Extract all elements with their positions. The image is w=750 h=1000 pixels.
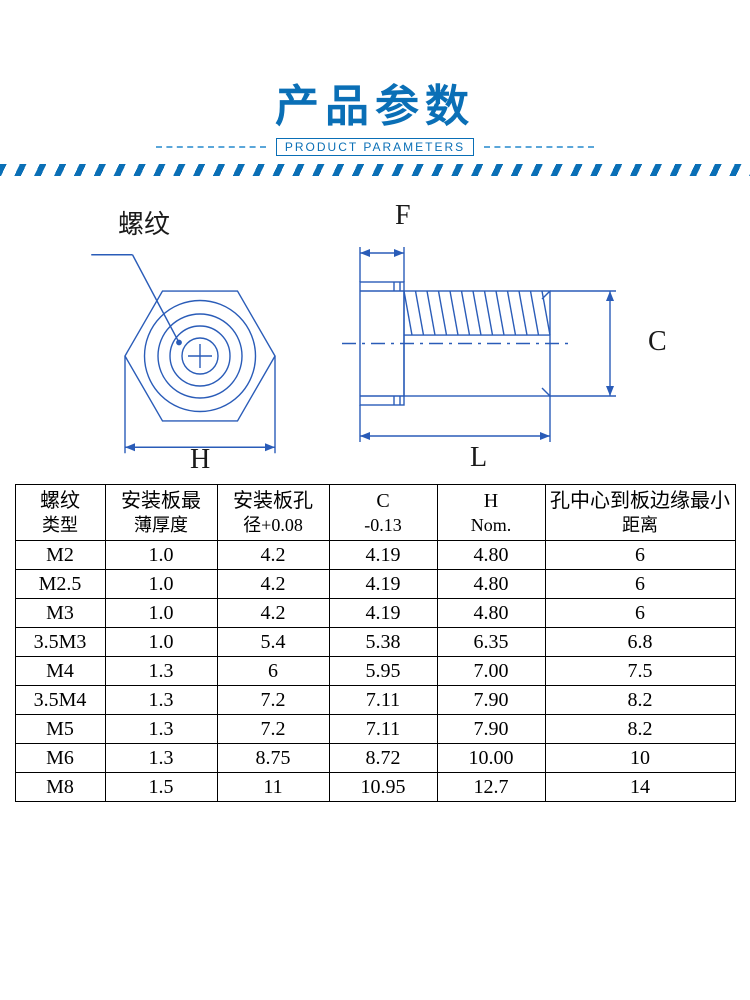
column-header: 安装板最薄厚度: [105, 485, 217, 541]
table-cell: 3.5M3: [15, 628, 105, 657]
table-cell: 4.80: [437, 570, 545, 599]
table-cell: 12.7: [437, 773, 545, 802]
label-thread: 螺纹: [118, 204, 170, 241]
table-cell: M3: [15, 599, 105, 628]
table-cell: 11: [217, 773, 329, 802]
table-cell: 7.5: [545, 657, 735, 686]
table-cell: 4.19: [329, 570, 437, 599]
table-cell: M6: [15, 744, 105, 773]
table-row: 3.5M41.37.27.117.908.2: [15, 686, 735, 715]
table-cell: 7.2: [217, 686, 329, 715]
table-cell: 7.90: [437, 715, 545, 744]
table-cell: M2.5: [15, 570, 105, 599]
table-cell: 4.2: [217, 541, 329, 570]
table-cell: M4: [15, 657, 105, 686]
column-header: C-0.13: [329, 485, 437, 541]
table-cell: 8.2: [545, 715, 735, 744]
main-title: 产品参数: [0, 70, 750, 134]
table-row: M61.38.758.7210.0010: [15, 744, 735, 773]
dash-right: [484, 146, 594, 148]
subtitle-en: PRODUCT PARAMETERS: [276, 138, 474, 156]
table-cell: 6: [545, 599, 735, 628]
table-cell: 4.19: [329, 599, 437, 628]
table-cell: 14: [545, 773, 735, 802]
table-cell: 4.2: [217, 599, 329, 628]
table-cell: 4.19: [329, 541, 437, 570]
table-cell: 7.11: [329, 686, 437, 715]
spec-table: 螺纹类型安装板最薄厚度安装板孔径+0.08C-0.13HNom.孔中心到板边缘最…: [15, 484, 736, 802]
diagram-svg: [0, 186, 750, 476]
table-cell: 10: [545, 744, 735, 773]
table-cell: 1.3: [105, 744, 217, 773]
table-cell: 1.0: [105, 541, 217, 570]
table-cell: 5.38: [329, 628, 437, 657]
table-cell: 1.3: [105, 715, 217, 744]
table-cell: 8.2: [545, 686, 735, 715]
column-header: HNom.: [437, 485, 545, 541]
column-header: 孔中心到板边缘最小距离: [545, 485, 735, 541]
table-cell: 4.80: [437, 599, 545, 628]
table-cell: 1.3: [105, 657, 217, 686]
table-cell: 6: [545, 570, 735, 599]
table-cell: 1.5: [105, 773, 217, 802]
table-cell: 1.0: [105, 570, 217, 599]
hatch-bar: [0, 164, 750, 176]
label-L: L: [470, 442, 487, 474]
table-row: M21.04.24.194.806: [15, 541, 735, 570]
table-cell: M5: [15, 715, 105, 744]
dash-left: [156, 146, 266, 148]
table-cell: 1.0: [105, 628, 217, 657]
table-row: M51.37.27.117.908.2: [15, 715, 735, 744]
table-row: M31.04.24.194.806: [15, 599, 735, 628]
table-cell: 7.00: [437, 657, 545, 686]
table-cell: 4.2: [217, 570, 329, 599]
table-cell: 6.35: [437, 628, 545, 657]
column-header: 螺纹类型: [15, 485, 105, 541]
table-cell: 8.72: [329, 744, 437, 773]
label-H: H: [190, 444, 210, 476]
table-cell: 6: [545, 541, 735, 570]
label-F: F: [395, 200, 411, 232]
table-cell: 6.8: [545, 628, 735, 657]
table-cell: 4.80: [437, 541, 545, 570]
table-cell: 8.75: [217, 744, 329, 773]
table-cell: 10.95: [329, 773, 437, 802]
table-header-row: 螺纹类型安装板最薄厚度安装板孔径+0.08C-0.13HNom.孔中心到板边缘最…: [15, 485, 735, 541]
column-header: 安装板孔径+0.08: [217, 485, 329, 541]
table-cell: 5.4: [217, 628, 329, 657]
title-block: 产品参数 PRODUCT PARAMETERS: [0, 0, 750, 176]
table-cell: 7.2: [217, 715, 329, 744]
table-cell: 1.3: [105, 686, 217, 715]
table-cell: 1.0: [105, 599, 217, 628]
table-cell: M8: [15, 773, 105, 802]
table-cell: M2: [15, 541, 105, 570]
table-row: M2.51.04.24.194.806: [15, 570, 735, 599]
table-cell: 6: [217, 657, 329, 686]
table-row: M41.365.957.007.5: [15, 657, 735, 686]
technical-diagram: 螺纹 F C H L: [0, 186, 750, 476]
table-cell: 3.5M4: [15, 686, 105, 715]
table-cell: 10.00: [437, 744, 545, 773]
table-cell: 5.95: [329, 657, 437, 686]
table-cell: 7.90: [437, 686, 545, 715]
table-row: M81.51110.9512.714: [15, 773, 735, 802]
table-row: 3.5M31.05.45.386.356.8: [15, 628, 735, 657]
subtitle-row: PRODUCT PARAMETERS: [0, 138, 750, 156]
label-C: C: [648, 326, 667, 358]
table-cell: 7.11: [329, 715, 437, 744]
